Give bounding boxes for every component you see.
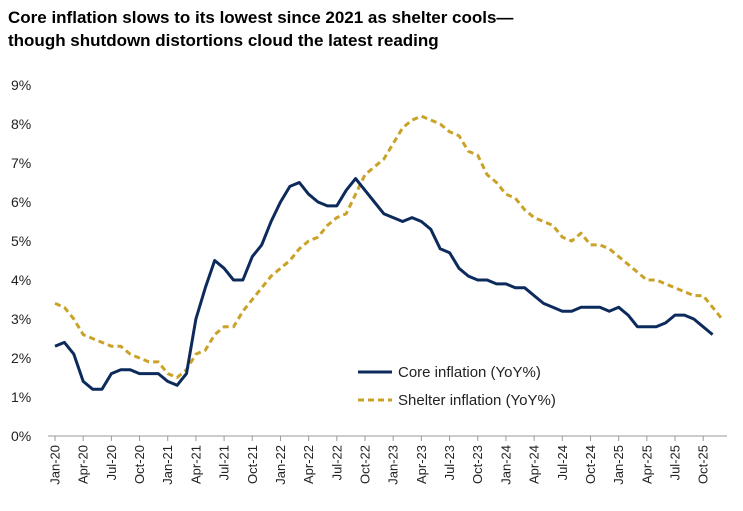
y-tick-label: 9% [11,77,31,93]
y-tick-label: 8% [11,116,31,132]
x-tick-label: Apr-23 [414,445,429,484]
y-tick-label: 5% [11,233,31,249]
x-tick-label: Oct-21 [245,445,260,484]
x-tick-label: Jul-21 [217,445,232,480]
x-tick-label: Jan-23 [386,445,401,485]
y-axis-ticks: 0% 1% 2% 3% 4% 5% 6% 7% 8% 9% [11,77,31,444]
y-tick-label: 3% [11,311,31,327]
x-tick-label: Jul-24 [555,445,570,480]
x-tick-label: Oct-20 [132,445,147,484]
series-layer [54,114,724,391]
x-tick-label: Oct-25 [696,445,711,484]
x-tick-label: Jul-22 [329,445,344,480]
chart-legend: Core inflation (YoY%) Shelter inflation (… [358,364,556,409]
y-tick-label: 7% [11,155,31,171]
chart-title: Core inflation slows to its lowest since… [8,6,738,52]
x-tick-label: Jan-25 [611,445,626,485]
y-tick-label: 6% [11,194,31,210]
x-tick-label: Jul-25 [668,445,683,480]
x-tick-label: Apr-22 [301,445,316,484]
y-tick-label: 2% [11,350,31,366]
y-tick-label: 4% [11,272,31,288]
x-tick-label: Jul-23 [442,445,457,480]
x-tick-label: Oct-24 [583,445,598,484]
x-tick-label: Jul-20 [104,445,119,480]
chart-title-line-1: Core inflation slows to its lowest since… [8,8,514,27]
core-inflation-line [54,177,714,391]
x-axis-ticks: Jan-20 Apr-20 Jul-20 Oct-20 Jan-21 Apr-21 Jul-… [48,436,711,485]
x-tick-label: Oct-23 [470,445,485,484]
x-tick-label: Jan-22 [273,445,288,485]
chart-title-line-2: though shutdown distortions cloud the la… [8,31,439,50]
shelter-inflation-line [54,114,724,379]
x-tick-label: Apr-24 [527,445,542,484]
legend-label-core: Core inflation (YoY%) [398,364,541,381]
y-tick-label: 1% [11,389,31,405]
x-tick-label: Apr-20 [76,445,91,484]
legend-label-shelter: Shelter inflation (YoY%) [398,392,556,409]
x-tick-label: Oct-22 [358,445,373,484]
y-tick-label: 0% [11,428,31,444]
x-tick-label: Apr-25 [639,445,654,484]
x-tick-label: Jan-20 [48,445,63,485]
x-tick-label: Jan-21 [160,445,175,485]
x-tick-label: Jan-24 [498,445,513,485]
x-tick-label: Apr-21 [188,445,203,484]
